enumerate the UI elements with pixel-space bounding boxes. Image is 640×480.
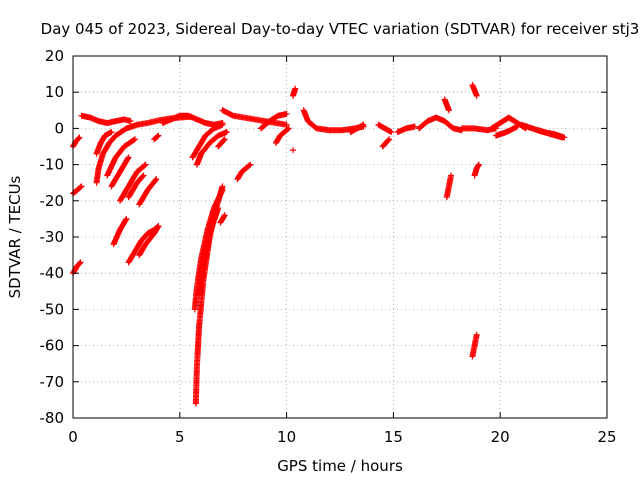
series-arc-o	[136, 223, 162, 259]
series-arc-c	[70, 134, 83, 150]
x-tick-label: 15	[384, 428, 403, 446]
series-arc-x	[215, 136, 228, 150]
series-arc-af	[347, 121, 367, 136]
series-arc-ar	[492, 123, 521, 139]
series-arc-ai	[394, 123, 418, 136]
point-markers	[70, 134, 83, 150]
series-arc-m	[110, 215, 130, 248]
y-tick-label: -40	[40, 264, 65, 282]
x-tick-label: 25	[597, 428, 616, 446]
point-markers	[125, 172, 147, 201]
point-markers	[151, 132, 162, 143]
x-tick-label: 5	[175, 428, 185, 446]
point-markers	[196, 205, 222, 298]
series-arc-ad	[290, 147, 297, 154]
x-tick-label: 0	[68, 428, 78, 446]
point-markers	[70, 183, 85, 197]
point-markers	[443, 172, 455, 201]
point-markers	[217, 212, 228, 226]
series-arc-b	[70, 183, 85, 197]
point-markers	[441, 96, 452, 114]
series-arc-ap	[469, 331, 480, 360]
x-tick-label: 20	[491, 428, 510, 446]
series-arc-s	[193, 129, 230, 168]
series-arc-d	[78, 112, 134, 126]
series-arc-al	[443, 172, 455, 201]
point-markers	[116, 161, 149, 204]
point-markers	[469, 81, 480, 99]
point-markers	[78, 112, 134, 126]
series-arc-ac	[290, 85, 299, 99]
point-markers	[104, 136, 138, 179]
series-arc-an	[469, 81, 480, 99]
point-markers	[492, 123, 521, 139]
y-axis-label: SDTVAR / TECUs	[6, 175, 24, 298]
point-markers	[215, 136, 228, 150]
series-arc-at	[535, 127, 566, 141]
series-arc-ah	[379, 136, 393, 150]
point-markers	[394, 123, 418, 136]
point-markers	[191, 186, 226, 313]
tick-labels: 0 5 10 15 20 25 -80 -70 -60 -50 -40 -30 -20 -10 0 10 20	[40, 47, 617, 446]
series-arc-h	[108, 154, 132, 190]
series-arc-u	[191, 186, 226, 313]
point-markers	[471, 161, 482, 179]
series-arc-ab	[272, 125, 292, 146]
x-tick-label: 10	[277, 428, 296, 446]
chart-title: Day 045 of 2023, Sidereal Day-to-day VTE…	[41, 20, 640, 38]
series-arc-e	[93, 132, 119, 186]
point-markers	[234, 161, 254, 183]
point-markers	[159, 112, 226, 128]
y-tick-label: -60	[40, 337, 65, 355]
y-tick-label: 0	[54, 119, 64, 137]
point-markers	[375, 121, 395, 136]
y-tick-label: -50	[40, 300, 65, 318]
series-arc-p	[151, 132, 162, 143]
series-arc-r	[189, 121, 226, 161]
y-tick-label: -80	[40, 409, 65, 427]
series-arc-j	[116, 161, 149, 204]
series-arc-ao	[471, 161, 482, 179]
y-tick-label: -30	[40, 228, 65, 246]
series-arc-l	[136, 176, 160, 208]
point-markers	[535, 127, 566, 141]
y-tick-label: -70	[40, 373, 65, 391]
point-markers	[93, 132, 119, 186]
point-markers	[136, 223, 162, 259]
series-arc-g	[104, 136, 138, 179]
series-arc-w	[217, 212, 228, 226]
point-markers	[257, 110, 290, 132]
point-markers	[272, 125, 292, 146]
series-arc-q	[159, 112, 226, 128]
point-markers	[290, 147, 297, 154]
x-axis-label: GPS time / hours	[277, 457, 403, 475]
point-markers	[416, 114, 465, 134]
series-arc-ag	[375, 121, 395, 136]
series-arc-v	[196, 205, 222, 298]
point-markers	[469, 331, 480, 360]
series-arc-aa	[257, 110, 290, 132]
data-points	[70, 81, 568, 407]
plot-frame	[72, 55, 608, 419]
y-tick-label: -10	[40, 156, 65, 174]
series-arc-k	[125, 172, 147, 201]
point-markers	[93, 129, 115, 157]
point-markers	[290, 85, 299, 99]
point-markers	[347, 121, 367, 136]
grid-lines	[73, 56, 607, 418]
series-arc-f	[93, 129, 115, 157]
point-markers	[108, 154, 132, 190]
point-markers	[136, 176, 160, 208]
y-tick-label: -20	[40, 192, 65, 210]
series-arc-aj	[416, 114, 465, 134]
point-markers	[379, 136, 393, 150]
point-markers	[189, 121, 226, 161]
point-markers	[193, 129, 230, 168]
y-tick-label: 10	[45, 83, 64, 101]
series-arc-ak	[441, 96, 452, 114]
y-tick-label: 20	[45, 47, 64, 65]
point-markers	[110, 215, 130, 248]
series-arc-z	[234, 161, 254, 183]
